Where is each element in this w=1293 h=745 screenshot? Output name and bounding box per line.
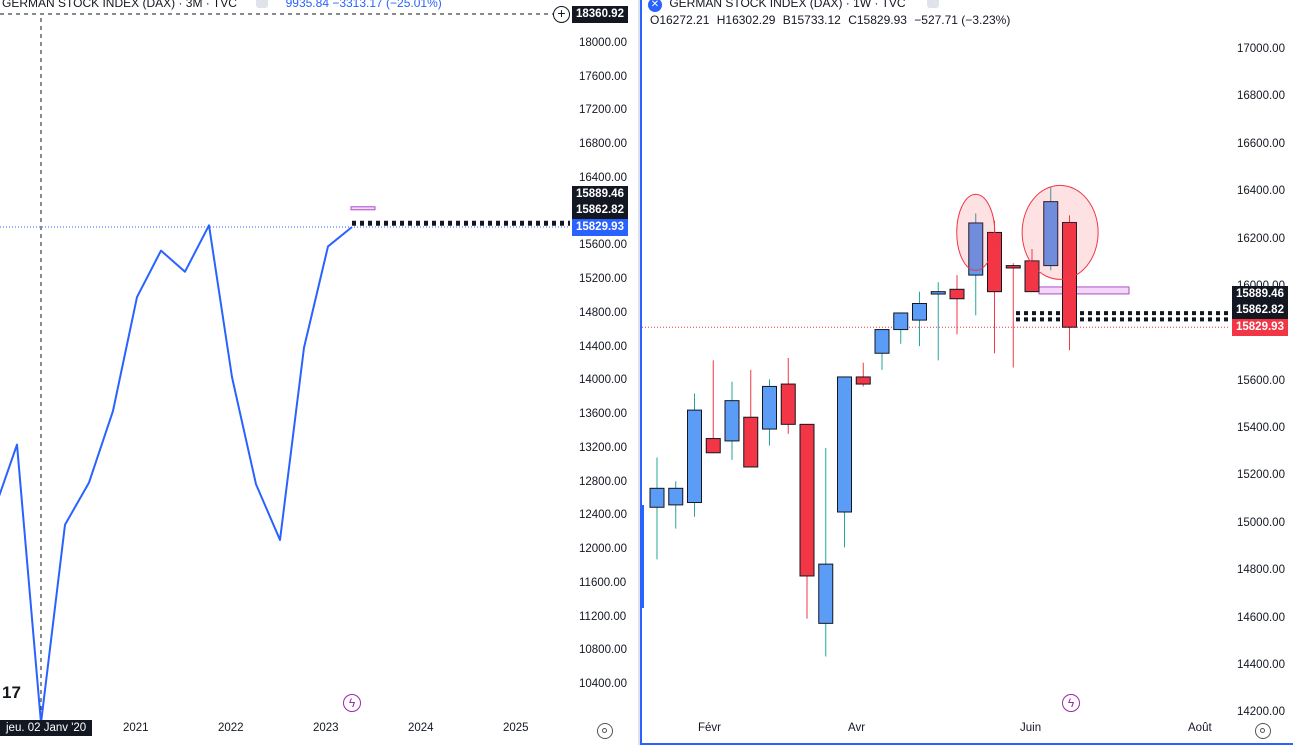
add-plus-icon[interactable]: + bbox=[553, 6, 570, 23]
time-tick: 2023 bbox=[313, 722, 339, 734]
candle-body bbox=[705, 438, 721, 454]
time-tick: 2024 bbox=[408, 722, 434, 734]
price-tag: 15862.82 bbox=[572, 202, 628, 219]
left-chart-legend: GERMAN STOCK INDEX (DAX) · 3M · TVC 9935… bbox=[2, 0, 442, 10]
candle-body bbox=[893, 312, 909, 331]
flash-icon[interactable]: ϟ bbox=[343, 694, 361, 712]
candle-body bbox=[743, 416, 759, 468]
crosshair-price-tag: 18360.92 bbox=[572, 6, 628, 23]
price-tick: 14400.00 bbox=[579, 340, 627, 353]
price-tick: 15000.00 bbox=[1237, 516, 1285, 529]
right-chart-pane[interactable]: ✕ GERMAN STOCK INDEX (DAX) · 1W · TVC O1… bbox=[640, 0, 1293, 745]
price-tag: 15889.46 bbox=[572, 186, 628, 203]
price-tick: 10400.00 bbox=[579, 678, 627, 690]
price-tick: 16800.00 bbox=[1237, 90, 1285, 103]
highlight-rect bbox=[350, 206, 376, 211]
ohlc-low: B15733.12 bbox=[782, 13, 841, 27]
pane-divider[interactable] bbox=[638, 0, 640, 745]
price-tick: 15400.00 bbox=[1237, 422, 1285, 435]
candle-body bbox=[649, 487, 665, 508]
candle-body bbox=[1005, 265, 1021, 269]
price-tag: 15889.46 bbox=[1232, 286, 1288, 303]
flash-icon[interactable]: ϟ bbox=[1062, 694, 1080, 712]
candle-body bbox=[762, 385, 777, 430]
price-tick: 15600.00 bbox=[1237, 374, 1285, 387]
candle-body bbox=[724, 400, 740, 442]
price-tick: 14400.00 bbox=[1237, 659, 1285, 671]
time-tick: 2025 bbox=[503, 722, 529, 734]
price-tick: 14600.00 bbox=[1237, 611, 1285, 624]
right-candle-chart[interactable] bbox=[642, 0, 1293, 743]
price-tick: 14800.00 bbox=[579, 306, 627, 319]
time-tick: Avr bbox=[848, 722, 866, 734]
ohlc-readout: O16272.21 H16302.29 B15733.12 C15829.93 … bbox=[650, 13, 1014, 27]
tradingview-logo: 17 bbox=[2, 683, 21, 702]
price-tick: 16400.00 bbox=[579, 171, 627, 184]
minimize-icon[interactable] bbox=[926, 0, 939, 8]
left-line-chart[interactable] bbox=[0, 0, 638, 745]
close-icon[interactable]: ✕ bbox=[648, 0, 662, 12]
annotation-ellipse bbox=[956, 193, 996, 271]
gear-icon[interactable] bbox=[597, 723, 613, 739]
gear-icon[interactable] bbox=[1255, 723, 1271, 739]
time-tick: 2022 bbox=[218, 722, 244, 734]
price-tick: 14000.00 bbox=[579, 374, 627, 387]
left-symbol-label: GERMAN STOCK INDEX (DAX) · 3M · TVC bbox=[2, 0, 237, 10]
candle-body bbox=[799, 423, 815, 577]
time-tick: Août bbox=[1188, 722, 1212, 734]
price-tick: 14800.00 bbox=[1237, 564, 1285, 577]
candle-body bbox=[818, 563, 834, 624]
price-tick: 12800.00 bbox=[579, 475, 627, 488]
price-tag: 15829.93 bbox=[1232, 319, 1288, 336]
price-tick: 16400.00 bbox=[1237, 185, 1285, 198]
candle-body bbox=[837, 376, 852, 513]
price-line-series bbox=[0, 224, 353, 724]
candle-body bbox=[968, 222, 984, 276]
left-change-label: 9935.84 −3313.17 (−25.01%) bbox=[285, 0, 442, 10]
price-tick: 17000.00 bbox=[1237, 43, 1285, 55]
crosshair-date-tag: jeu. 02 Janv '20 bbox=[0, 720, 93, 736]
price-tick: 13200.00 bbox=[579, 441, 627, 454]
ohlc-high: H16302.29 bbox=[716, 13, 776, 27]
right-symbol-label: GERMAN STOCK INDEX (DAX) · 1W · TVC bbox=[669, 0, 906, 10]
price-tick: 18000.00 bbox=[579, 37, 627, 49]
price-tag: 15829.93 bbox=[572, 219, 628, 236]
candle-body bbox=[1043, 201, 1059, 267]
price-tick: 16600.00 bbox=[1237, 137, 1285, 150]
right-chart-legend: ✕ GERMAN STOCK INDEX (DAX) · 1W · TVC bbox=[648, 0, 939, 12]
ohlc-change: −527.71 (−3.23%) bbox=[914, 13, 1011, 27]
ohlc-open: O16272.21 bbox=[650, 13, 710, 27]
annotation-ellipse bbox=[1021, 184, 1099, 280]
price-tick: 10800.00 bbox=[579, 644, 627, 657]
time-tick: 2021 bbox=[123, 722, 149, 734]
price-tick: 12000.00 bbox=[579, 543, 627, 556]
candle-body bbox=[930, 291, 946, 295]
candle-body bbox=[780, 383, 796, 425]
price-tick: 16800.00 bbox=[579, 138, 627, 151]
price-tick: 17200.00 bbox=[579, 104, 627, 117]
price-tick: 15200.00 bbox=[579, 273, 627, 286]
price-tag: 15862.82 bbox=[1232, 302, 1288, 319]
highlight-rect bbox=[1038, 286, 1130, 295]
candle-body bbox=[912, 303, 927, 321]
minimize-icon[interactable] bbox=[256, 0, 269, 8]
candle-body bbox=[874, 329, 890, 354]
price-tick: 13600.00 bbox=[579, 408, 627, 421]
candle-body bbox=[949, 288, 965, 300]
price-tick: 11200.00 bbox=[579, 610, 627, 623]
price-tick: 17600.00 bbox=[579, 70, 627, 83]
price-tick: 15200.00 bbox=[1237, 469, 1285, 482]
candle-body bbox=[668, 487, 684, 506]
time-tick: Juin bbox=[1020, 722, 1042, 734]
price-tick: 12400.00 bbox=[579, 509, 627, 522]
price-tick: 14200.00 bbox=[1237, 706, 1285, 719]
candle-body bbox=[687, 409, 702, 504]
candle-body bbox=[855, 376, 871, 385]
price-tick: 15600.00 bbox=[579, 239, 627, 252]
ohlc-close: C15829.93 bbox=[848, 13, 907, 27]
price-tick: 16200.00 bbox=[1237, 232, 1285, 245]
price-tick: 11600.00 bbox=[579, 576, 627, 589]
left-chart-pane[interactable]: GERMAN STOCK INDEX (DAX) · 3M · TVC 9935… bbox=[0, 0, 638, 745]
time-tick: Févr bbox=[698, 722, 721, 734]
